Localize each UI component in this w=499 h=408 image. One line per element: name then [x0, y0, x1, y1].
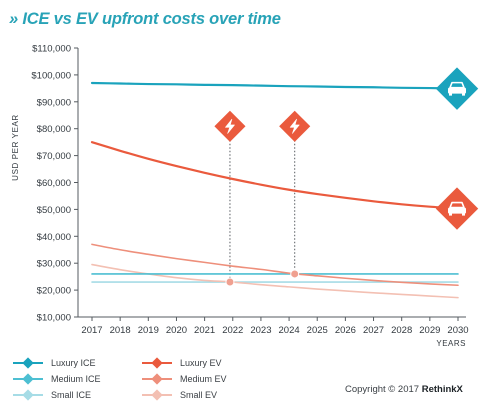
legend-label: Medium ICE: [51, 374, 101, 384]
x-tick-label: 2018: [110, 325, 131, 336]
legend-item: Medium EV: [142, 372, 227, 386]
lightning-bolt-icon: [225, 118, 235, 134]
y-axis-label: USD PER YEAR: [11, 114, 20, 181]
y-tick-label: $80,000: [37, 124, 71, 135]
copyright-text: Copyright © 2017: [345, 384, 420, 395]
x-tick-label: 2028: [391, 325, 412, 336]
car-wheel: [462, 212, 465, 216]
legend-label: Luxury ICE: [51, 358, 96, 368]
x-tick-label: 2030: [447, 325, 468, 336]
parity-point: [225, 277, 235, 287]
y-tick-label: $60,000: [37, 178, 71, 189]
copyright: Copyright © 2017 RethinkX: [345, 384, 463, 395]
y-tick-label: $50,000: [37, 205, 71, 216]
x-tick-label: 2027: [363, 325, 384, 336]
y-tick-label: $40,000: [37, 232, 71, 243]
car-wheel: [449, 212, 452, 216]
y-tick-label: $90,000: [37, 97, 71, 108]
x-tick-label: 2020: [166, 325, 187, 336]
legend-diamond-icon: [151, 389, 163, 401]
x-tick-label: 2026: [335, 325, 356, 336]
chart-title: » ICE vs EV upfront costs over time: [9, 10, 281, 28]
legend-label: Luxury EV: [180, 358, 222, 368]
x-axis-label: YEARS: [436, 339, 466, 348]
series-line-medium-ev: [91, 243, 459, 287]
y-tick-label: $20,000: [37, 286, 71, 297]
legend-item: Small EV: [142, 388, 217, 402]
x-tick-label: 2019: [138, 325, 159, 336]
car-body: [448, 207, 466, 214]
x-tick-label: 2029: [419, 325, 440, 336]
x-tick-label: 2021: [194, 325, 215, 336]
legend-item: Luxury ICE: [13, 356, 96, 370]
legend-swatch: [13, 373, 43, 385]
car-body: [448, 87, 466, 94]
x-tick-label: 2017: [81, 325, 102, 336]
car-wheel: [449, 92, 452, 96]
y-tick-label: $70,000: [37, 151, 71, 162]
legend-diamond-icon: [22, 357, 34, 369]
legend-swatch: [142, 389, 172, 401]
y-tick-label: $110,000: [32, 44, 71, 55]
car-icon: [448, 81, 466, 96]
x-tick-label: 2024: [279, 325, 300, 336]
legend-item: Small ICE: [13, 388, 91, 402]
copyright-brand: RethinkX: [421, 384, 463, 395]
x-tick-label: 2023: [250, 325, 271, 336]
legend-label: Medium EV: [180, 374, 227, 384]
car-icon: [448, 201, 466, 216]
legend-item: Luxury EV: [142, 356, 222, 370]
series-line-luxury-ice: [90, 81, 460, 90]
legend-swatch: [142, 373, 172, 385]
legend-label: Small ICE: [51, 390, 92, 400]
legend-diamond-icon: [151, 357, 163, 369]
legend-swatch: [142, 357, 172, 369]
x-tick-label: 2025: [307, 325, 328, 336]
parity-point: [290, 269, 300, 279]
legend-label: Small EV: [180, 390, 218, 400]
legend-diamond-icon: [22, 389, 34, 401]
y-tick-label: $100,000: [31, 70, 71, 81]
x-tick-label: 2022: [222, 325, 243, 336]
series-line-small-ev: [91, 263, 459, 299]
series-line-luxury-ev: [90, 141, 460, 210]
y-tick-label: $10,000: [37, 313, 71, 324]
legend-diamond-icon: [151, 373, 163, 385]
legend-item: Medium ICE: [13, 372, 101, 386]
car-wheel: [462, 92, 465, 96]
y-tick-label: $30,000: [37, 259, 71, 270]
legend-diamond-icon: [22, 373, 34, 385]
legend-swatch: [13, 389, 43, 401]
legend-swatch: [13, 357, 43, 369]
lightning-bolt-icon: [289, 118, 300, 134]
